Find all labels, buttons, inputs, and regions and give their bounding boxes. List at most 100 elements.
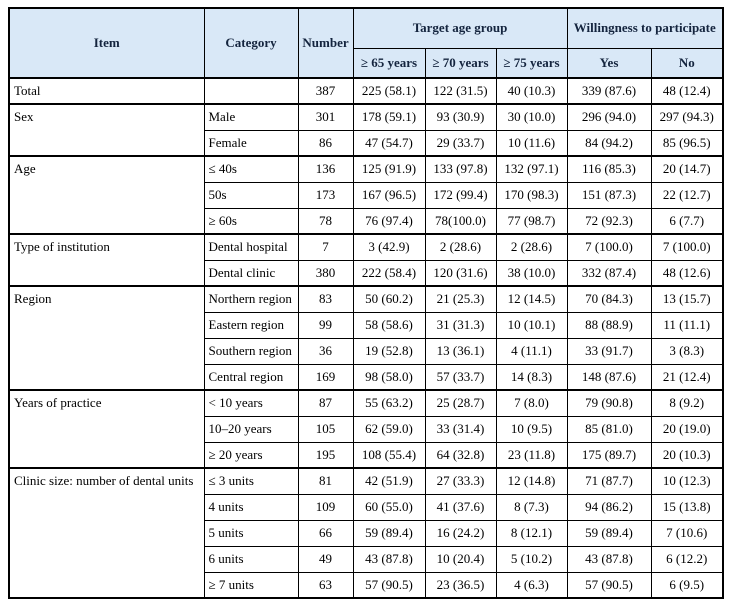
number-cell: 380 xyxy=(297,259,354,287)
category-cell: ≥ 60s xyxy=(203,207,299,235)
no-cell: 13 (15.7) xyxy=(650,285,724,313)
age-65-cell: 225 (58.1) xyxy=(352,77,426,105)
no-cell: 6 (7.7) xyxy=(650,207,724,235)
table-body: Total 387 225 (58.1) 122 (31.5) 40 (10.3) 339… xyxy=(8,77,724,599)
no-cell: 7 (100.0) xyxy=(650,233,724,261)
age-75-cell: 30 (10.0) xyxy=(495,103,568,131)
age-70-cell: 78(100.0) xyxy=(424,207,497,235)
age-70-cell: 133 (97.8) xyxy=(424,155,497,183)
age-70-cell: 93 (30.9) xyxy=(424,103,497,131)
age-65-cell: 60 (55.0) xyxy=(352,493,426,521)
age-65-cell: 43 (87.8) xyxy=(352,545,426,573)
no-cell: 48 (12.6) xyxy=(650,259,724,287)
age-70-cell: 25 (28.7) xyxy=(424,389,497,417)
yes-cell: 7 (100.0) xyxy=(566,233,652,261)
item-cell: Clinic size: number of dental units xyxy=(8,467,205,599)
number-cell: 36 xyxy=(297,337,354,365)
col-header-age-75: ≥ 75 years xyxy=(495,47,568,79)
number-cell: 83 xyxy=(297,285,354,313)
yes-cell: 72 (92.3) xyxy=(566,207,652,235)
category-cell xyxy=(203,77,299,105)
age-65-cell: 62 (59.0) xyxy=(352,415,426,443)
age-70-cell: 172 (99.4) xyxy=(424,181,497,209)
yes-cell: 85 (81.0) xyxy=(566,415,652,443)
no-cell: 20 (14.7) xyxy=(650,155,724,183)
age-70-cell: 21 (25.3) xyxy=(424,285,497,313)
category-cell: Female xyxy=(203,129,299,157)
age-75-cell: 132 (97.1) xyxy=(495,155,568,183)
age-65-cell: 42 (51.9) xyxy=(352,467,426,495)
age-70-cell: 122 (31.5) xyxy=(424,77,497,105)
no-cell: 20 (10.3) xyxy=(650,441,724,469)
yes-cell: 43 (87.8) xyxy=(566,545,652,573)
table-row: 4 units 109 60 (55.0) 41 (37.6) 8 (7.3) 94 (8… xyxy=(9,493,724,521)
table-row: Years of practice < 10 years 87 55 (63.2) 25… xyxy=(8,389,724,469)
age-70-cell: 33 (31.4) xyxy=(424,415,497,443)
age-75-cell: 5 (10.2) xyxy=(495,545,568,573)
age-65-cell: 55 (63.2) xyxy=(352,389,426,417)
age-70-cell: 57 (33.7) xyxy=(424,363,497,391)
table-row: Dental clinic 380 222 (58.4) 120 (31.6) 38 (… xyxy=(9,259,724,287)
table-row: Type of institution Dental hospital 7 3 (42… xyxy=(8,233,724,287)
table-row: ≥ 7 units 63 57 (90.5) 23 (36.5) 4 (6.3) 57 (… xyxy=(9,571,724,599)
age-75-cell: 40 (10.3) xyxy=(495,77,568,105)
col-header-category: Category xyxy=(203,7,299,79)
yes-cell: 70 (84.3) xyxy=(566,285,652,313)
category-cell: 4 units xyxy=(203,493,299,521)
col-header-target-age-group: Target age group xyxy=(352,7,568,49)
number-cell: 66 xyxy=(297,519,354,547)
no-cell: 11 (11.1) xyxy=(650,311,724,339)
category-cell: 5 units xyxy=(203,519,299,547)
col-header-age-70: ≥ 70 years xyxy=(424,47,497,79)
age-75-cell: 170 (98.3) xyxy=(495,181,568,209)
number-cell: 7 xyxy=(297,233,354,261)
age-70-cell: 29 (33.7) xyxy=(424,129,497,157)
item-cell: Region xyxy=(8,285,205,391)
yes-cell: 33 (91.7) xyxy=(566,337,652,365)
table-row: Central region 169 98 (58.0) 57 (33.7) 14 (8… xyxy=(9,363,724,391)
demographics-table: Item Category Number Target age group Wi… xyxy=(8,7,725,599)
table-row: 6 units 49 43 (87.8) 10 (20.4) 5 (10.2) 43 (8… xyxy=(9,545,724,573)
item-cell: Age xyxy=(8,155,205,235)
category-cell: Central region xyxy=(203,363,299,391)
category-cell: ≤ 40s xyxy=(203,155,299,183)
age-65-cell: 76 (97.4) xyxy=(352,207,426,235)
no-cell: 8 (9.2) xyxy=(650,389,724,417)
age-65-cell: 47 (54.7) xyxy=(352,129,426,157)
no-cell: 6 (9.5) xyxy=(650,571,724,599)
age-70-cell: 2 (28.6) xyxy=(424,233,497,261)
age-65-cell: 19 (52.8) xyxy=(352,337,426,365)
age-75-cell: 38 (10.0) xyxy=(495,259,568,287)
age-75-cell: 12 (14.5) xyxy=(495,285,568,313)
age-75-cell: 2 (28.6) xyxy=(495,233,568,261)
age-75-cell: 14 (8.3) xyxy=(495,363,568,391)
no-cell: 3 (8.3) xyxy=(650,337,724,365)
category-cell: < 10 years xyxy=(203,389,299,417)
age-70-cell: 23 (36.5) xyxy=(424,571,497,599)
table-row: 10–20 years 105 62 (59.0) 33 (31.4) 10 (9.5)… xyxy=(9,415,724,443)
col-header-number: Number xyxy=(297,7,354,79)
age-65-cell: 222 (58.4) xyxy=(352,259,426,287)
category-cell: 50s xyxy=(203,181,299,209)
yes-cell: 88 (88.9) xyxy=(566,311,652,339)
number-cell: 81 xyxy=(297,467,354,495)
age-75-cell: 23 (11.8) xyxy=(495,441,568,469)
table-header: Item Category Number Target age group Wi… xyxy=(8,7,724,79)
category-cell: ≥ 20 years xyxy=(203,441,299,469)
age-75-cell: 8 (7.3) xyxy=(495,493,568,521)
table-row: 5 units 66 59 (89.4) 16 (24.2) 8 (12.1) 59 (8… xyxy=(9,519,724,547)
age-70-cell: 64 (32.8) xyxy=(424,441,497,469)
category-cell: 6 units xyxy=(203,545,299,573)
number-cell: 49 xyxy=(297,545,354,573)
category-cell: Southern region xyxy=(203,337,299,365)
table-row: 50s 173 167 (96.5) 172 (99.4) 170 (98.3) 151 … xyxy=(9,181,724,209)
col-header-age-65: ≥ 65 years xyxy=(352,47,426,79)
table-row: Total 387 225 (58.1) 122 (31.5) 40 (10.3) 339… xyxy=(8,77,724,105)
no-cell: 6 (12.2) xyxy=(650,545,724,573)
number-cell: 195 xyxy=(297,441,354,469)
no-cell: 21 (12.4) xyxy=(650,363,724,391)
no-cell: 15 (13.8) xyxy=(650,493,724,521)
yes-cell: 71 (87.7) xyxy=(566,467,652,495)
age-70-cell: 27 (33.3) xyxy=(424,467,497,495)
item-cell: Years of practice xyxy=(8,389,205,469)
